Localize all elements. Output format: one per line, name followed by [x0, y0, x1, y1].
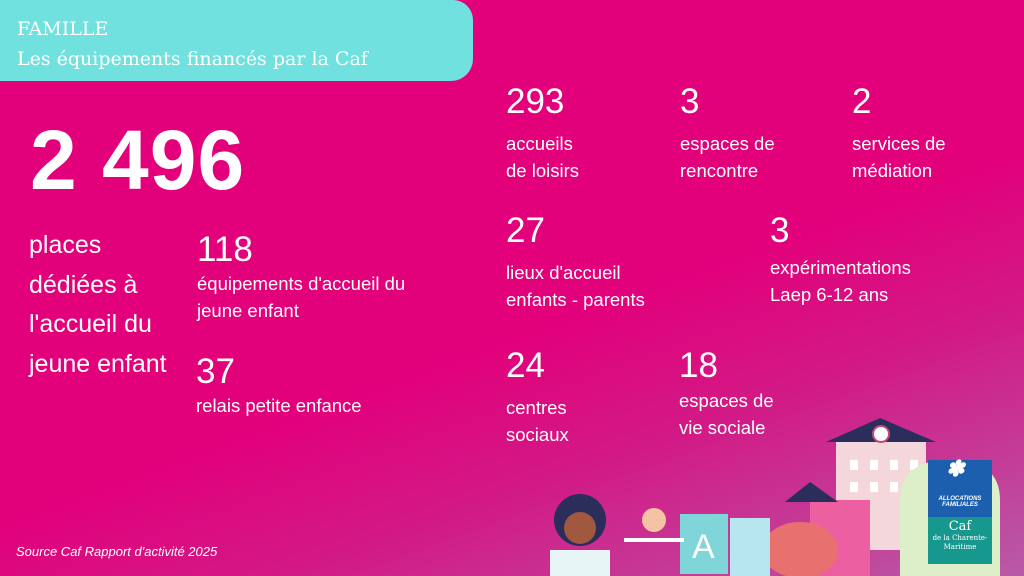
stat-value: 3 [680, 82, 700, 121]
page-title: Les équipements financés par la Caf [17, 48, 368, 70]
stat-experimentations: 3 expérimentations Laep 6-12 ans [770, 211, 911, 308]
stat-label: accueils de loisirs [506, 133, 579, 181]
stat-value: 3 [770, 211, 790, 250]
source-note: Source Caf Rapport d'activité 2025 [16, 544, 218, 559]
logo-line1: ALLOCATIONS [938, 496, 982, 502]
stat-laep: 27 lieux d'accueil enfants - parents [506, 211, 645, 313]
header-banner: FAMILLE Les équipements financés par la … [0, 0, 473, 81]
stat-value: 2 [852, 82, 872, 121]
stat-value: 27 [506, 211, 545, 250]
svg-text:A: A [692, 528, 715, 566]
logo-brand: Caf [948, 519, 972, 534]
stat-value: 18 [679, 346, 718, 385]
stat-rpe: 37 relais petite enfance [196, 352, 362, 419]
baby-illustration [642, 508, 666, 532]
big-label: places dédiées à l'accueil du jeune enfa… [29, 231, 167, 378]
family-icon: ✽ [946, 456, 965, 481]
stat-eaje: 118 équipements d'accueil du jeune enfant [197, 230, 405, 324]
stat-label: lieux d'accueil enfants - parents [506, 262, 645, 310]
stat-rencontre: 3 espaces de rencontre [680, 82, 775, 184]
stacking-toy [762, 522, 838, 576]
logo-line2: FAMILIALES [942, 502, 978, 508]
block-a [680, 514, 728, 574]
stat-centres-sociaux: 24 centres sociaux [506, 346, 569, 448]
stat-label: expérimentations Laep 6-12 ans [770, 257, 911, 305]
stat-label: espaces de vie sociale [679, 390, 774, 438]
caf-logo: ✽ ALLOCATIONS FAMILIALES Caf de la Chare… [928, 456, 992, 564]
stat-label: équipements d'accueil du jeune enfant [197, 273, 406, 321]
stat-mediation: 2 services de médiation [852, 82, 946, 184]
stat-value: 24 [506, 346, 545, 385]
category-label: FAMILLE [17, 18, 109, 40]
big-number: 2 496 [30, 113, 246, 207]
house-roof [785, 482, 838, 502]
stat-label: relais petite enfance [196, 395, 362, 416]
stat-label: centres sociaux [506, 397, 569, 445]
stat-value: 37 [196, 352, 235, 391]
logo-sub: de la Charente-Maritime [932, 534, 988, 551]
stat-label: services de médiation [852, 133, 946, 181]
stat-value: 293 [506, 82, 565, 121]
stat-evs: 18 espaces de vie sociale [679, 346, 774, 441]
stat-value: 118 [197, 230, 253, 269]
stat-label: espaces de rencontre [680, 133, 775, 181]
stat-loisirs: 293 accueils de loisirs [506, 82, 579, 184]
